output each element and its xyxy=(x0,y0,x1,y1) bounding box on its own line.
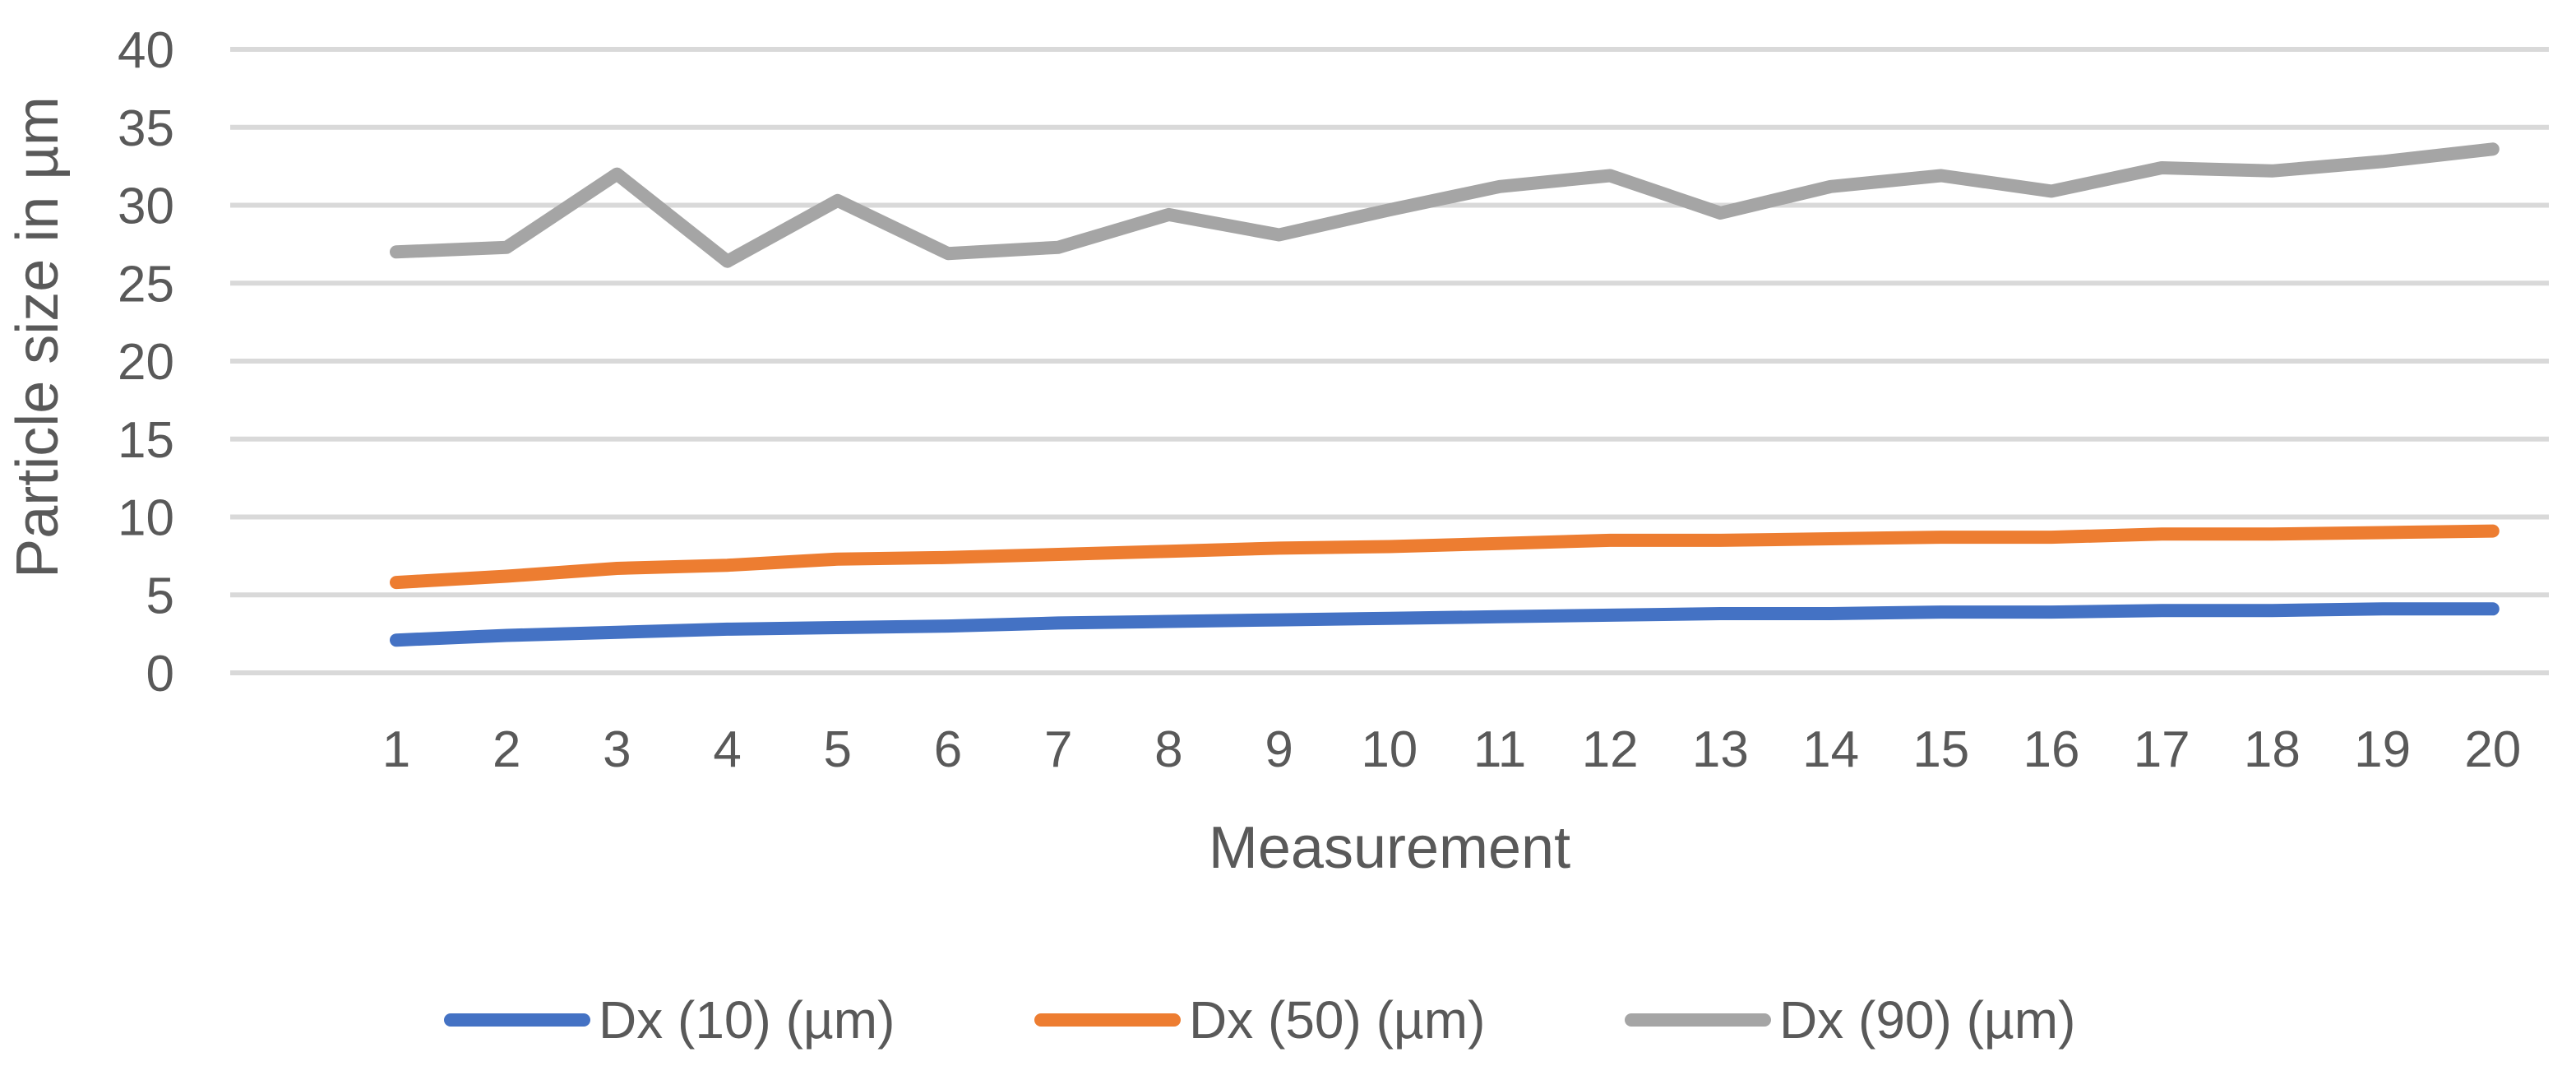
x-tick-label-20: 20 xyxy=(2464,721,2521,778)
legend: Dx (10) (µm) Dx (50) (µm) Dx (90) (µm) xyxy=(444,990,2075,1050)
x-tick-label-5: 5 xyxy=(824,721,852,778)
y-tick-label-25: 25 xyxy=(118,256,174,313)
y-axis-ticks: 0 5 10 15 20 25 30 35 40 xyxy=(118,22,174,702)
x-tick-label-2: 2 xyxy=(493,721,520,778)
y-tick-label-5: 5 xyxy=(146,568,174,624)
x-axis-ticks: 1 2 3 4 5 6 7 8 9 10 11 12 13 14 15 16 17 18 19 20 xyxy=(382,721,2522,778)
y-tick-label-35: 35 xyxy=(118,100,174,157)
y-tick-label-10: 10 xyxy=(118,490,174,547)
x-tick-label-16: 16 xyxy=(2023,721,2080,778)
x-tick-label-11: 11 xyxy=(1473,721,1526,778)
x-tick-label-1: 1 xyxy=(382,721,410,778)
x-axis-title: Measurement xyxy=(1209,815,1570,881)
x-tick-label-13: 13 xyxy=(1692,721,1749,778)
x-tick-label-9: 9 xyxy=(1265,721,1293,778)
legend-label-3: Dx (90) (µm) xyxy=(1779,990,2075,1050)
x-tick-label-15: 15 xyxy=(1912,721,1969,778)
y-tick-label-0: 0 xyxy=(146,646,174,702)
y-tick-label-40: 40 xyxy=(118,22,174,79)
series-line-3 xyxy=(390,142,2500,268)
legend-label-2: Dx (50) (µm) xyxy=(1189,990,1485,1050)
x-tick-label-19: 19 xyxy=(2354,721,2411,778)
y-tick-label-30: 30 xyxy=(118,178,174,235)
legend-item-1: Dx (10) (µm) xyxy=(444,990,895,1050)
x-tick-label-4: 4 xyxy=(713,721,741,778)
series-line-1 xyxy=(390,602,2500,647)
legend-item-3: Dx (90) (µm) xyxy=(1625,990,2075,1050)
x-tick-label-14: 14 xyxy=(1802,721,1859,778)
x-tick-label-7: 7 xyxy=(1044,721,1072,778)
legend-item-2: Dx (50) (µm) xyxy=(1034,990,1485,1050)
gridlines xyxy=(230,47,2549,675)
y-axis-title: Particle size in µm xyxy=(5,96,71,578)
series-line-2 xyxy=(390,524,2500,590)
x-tick-label-18: 18 xyxy=(2244,721,2301,778)
x-tick-label-10: 10 xyxy=(1361,721,1417,778)
x-tick-label-3: 3 xyxy=(603,721,631,778)
x-tick-label-17: 17 xyxy=(2134,721,2190,778)
y-tick-label-15: 15 xyxy=(118,412,174,469)
x-tick-label-12: 12 xyxy=(1582,721,1639,778)
series-lines xyxy=(390,142,2500,647)
y-tick-label-20: 20 xyxy=(118,334,174,391)
legend-label-1: Dx (10) (µm) xyxy=(599,990,895,1050)
x-tick-label-8: 8 xyxy=(1154,721,1182,778)
x-tick-label-6: 6 xyxy=(934,721,962,778)
